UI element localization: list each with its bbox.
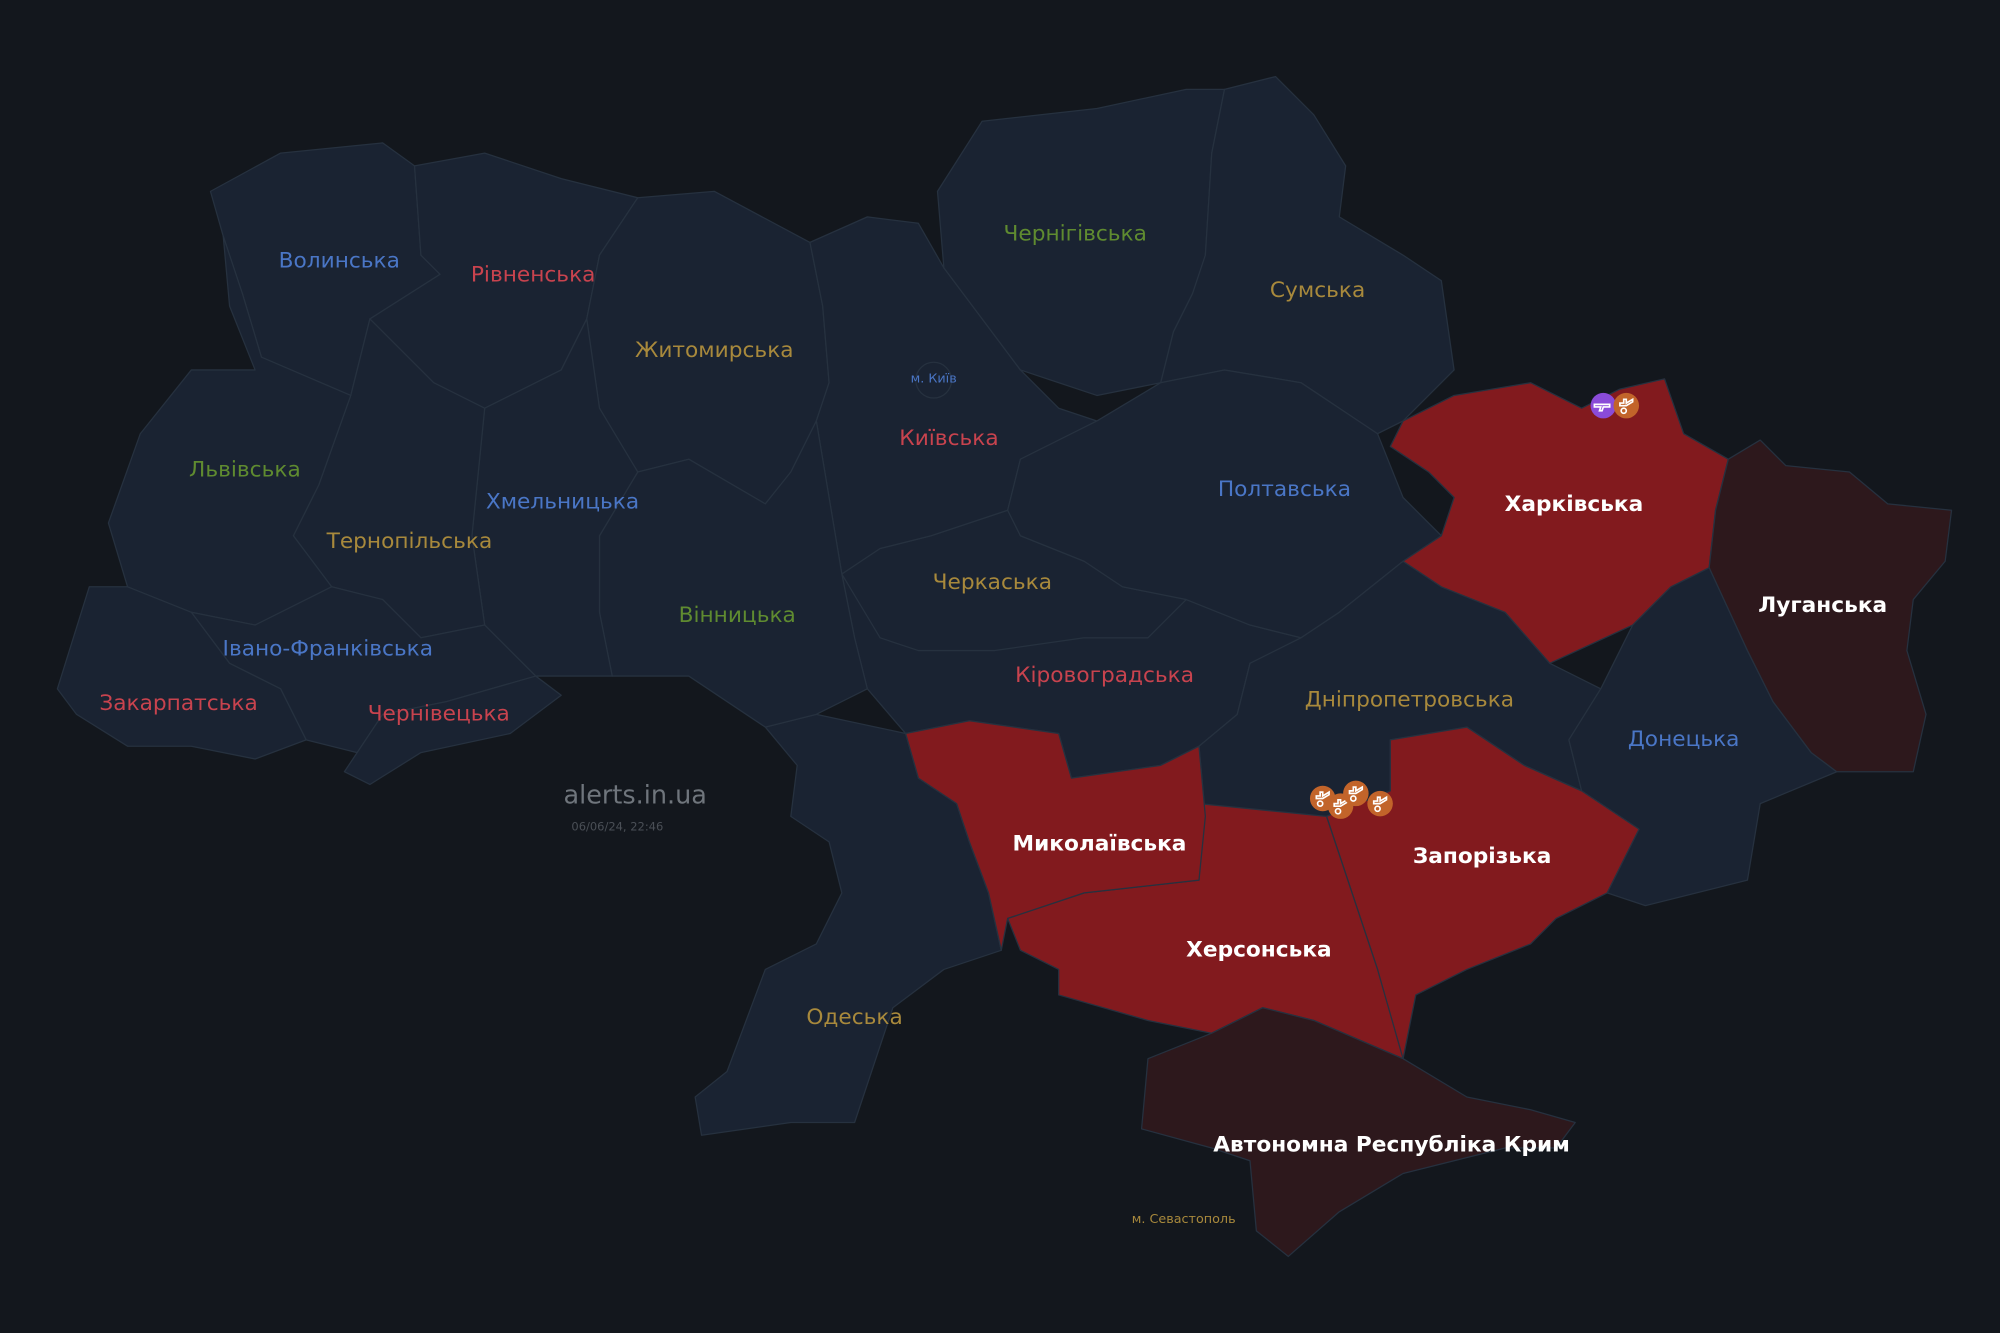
region-label-sumy: Сумська [1270,278,1365,303]
region-label-lviv: Львівська [189,458,301,483]
region-label-ternopil: Тернопільська [326,529,493,554]
region-label-ivano-frankivsk: Івано-Франківська [223,636,434,661]
region-label-zhytomyr: Житомирська [635,338,794,363]
region-label-kirovohrad: Кіровоградська [1015,663,1194,688]
region-label-kyivska: Київська [899,426,998,451]
artillery-icon[interactable] [1343,780,1369,807]
region-zakarpattia[interactable] [56,586,307,760]
region-chernivtsi[interactable] [343,675,562,786]
region-luhansk[interactable] [1708,439,1953,773]
region-label-crimea: Автономна Республіка Крим [1213,1132,1570,1157]
region-label-cherkasy: Черкаська [933,570,1052,595]
artillery-icon[interactable] [1613,392,1640,419]
region-label-volyn: Волинська [279,249,400,274]
region-label-kharkiv: Харківська [1505,492,1644,517]
region-label-poltava: Полтавська [1218,477,1351,502]
assault-rifle-icon[interactable] [1590,392,1617,419]
region-label-chernihiv: Чернігівська [1004,222,1147,247]
watermark-timestamp: 06/06/24, 22:46 [571,819,663,833]
region-label-mykolaiv: Миколаївська [1013,831,1187,856]
region-label-luhansk: Луганська [1758,593,1887,618]
region-crimea[interactable] [1140,1007,1576,1258]
region-label-kyiv-city: м. Київ [911,371,957,386]
region-label-kherson: Херсонська [1186,937,1332,962]
region-label-dnipro: Дніпропетровська [1305,687,1514,712]
watermark-site: alerts.in.ua [563,781,706,811]
region-label-rivne: Рівненська [471,263,596,288]
region-kyiv-city[interactable] [915,361,953,399]
region-sumy[interactable] [1160,75,1455,435]
region-mykolaiv[interactable] [904,720,1206,951]
region-label-chernivtsi: Чернівецька [368,701,510,726]
region-label-vinnytsia: Вінницька [679,603,796,628]
artillery-icon[interactable] [1367,790,1393,817]
region-label-sevastopol: м. Севастополь [1132,1212,1236,1227]
region-label-zaporizhzhia: Запорізька [1413,844,1551,869]
region-label-donetsk: Донецька [1628,727,1740,752]
region-label-khmelnytskyi: Хмельницька [486,490,639,515]
region-label-zakarpattia: Закарпатська [99,691,257,716]
region-label-odesa: Одеська [806,1005,902,1030]
